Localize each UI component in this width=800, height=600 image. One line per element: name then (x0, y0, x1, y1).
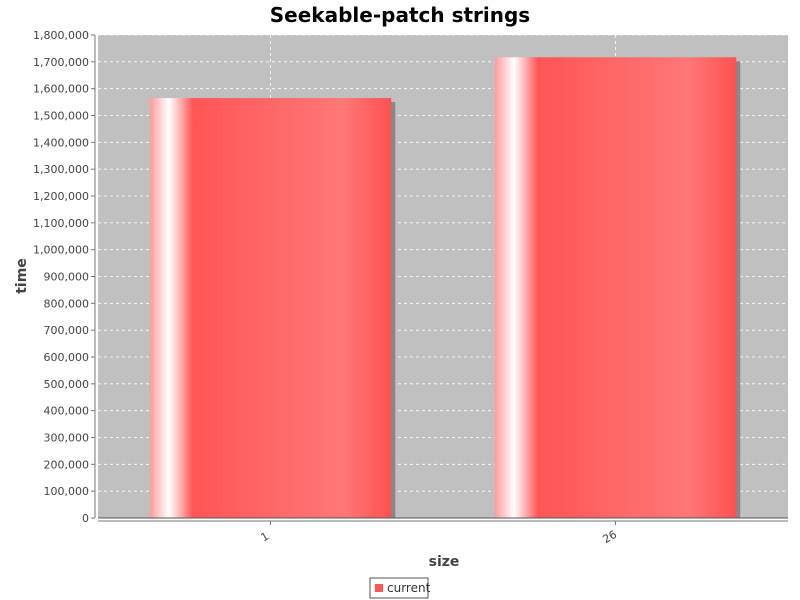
bar-26 (494, 57, 737, 518)
y-tick-label: 1,200,000 (33, 190, 89, 203)
legend-label-current: current (387, 581, 431, 595)
y-tick-label: 1,100,000 (33, 217, 89, 230)
y-tick-label: 1,300,000 (33, 163, 89, 176)
y-axis-title: time (14, 258, 30, 294)
legend-box (369, 577, 429, 599)
y-tick-label: 500,000 (44, 378, 90, 391)
bar-1 (149, 98, 392, 518)
y-axis-ticks: 0 100,000 200,000 300,000 400,000 500,000 600,… (33, 29, 95, 525)
y-tick-label: 1,500,000 (33, 110, 89, 123)
y-tick-label: 1,400,000 (33, 136, 89, 149)
legend: current (369, 577, 431, 599)
y-tick-label: 1,600,000 (33, 83, 89, 96)
y-tick-label: 1,800,000 (33, 29, 89, 42)
y-tick-label: 100,000 (44, 485, 90, 498)
y-tick-label: 400,000 (44, 405, 90, 418)
y-tick-label: 300,000 (44, 432, 90, 445)
x-tick-label: 1 (258, 530, 271, 545)
bars (149, 57, 741, 518)
y-tick-label: 1,700,000 (33, 56, 89, 69)
y-tick-label: 1,000,000 (33, 244, 89, 257)
x-tick-label: 26 (600, 528, 619, 546)
y-tick-label: 200,000 (44, 458, 90, 471)
y-tick-label: 600,000 (44, 351, 90, 364)
legend-swatch-current (375, 584, 383, 592)
x-axis-title: size (429, 554, 460, 570)
chart-title: Seekable-patch strings (270, 3, 530, 27)
x-axis-ticks: 1 26 (258, 521, 619, 546)
y-tick-label: 900,000 (44, 271, 90, 284)
y-tick-label: 800,000 (44, 297, 90, 310)
y-tick-label: 0 (82, 512, 89, 525)
y-tick-label: 700,000 (44, 324, 90, 337)
